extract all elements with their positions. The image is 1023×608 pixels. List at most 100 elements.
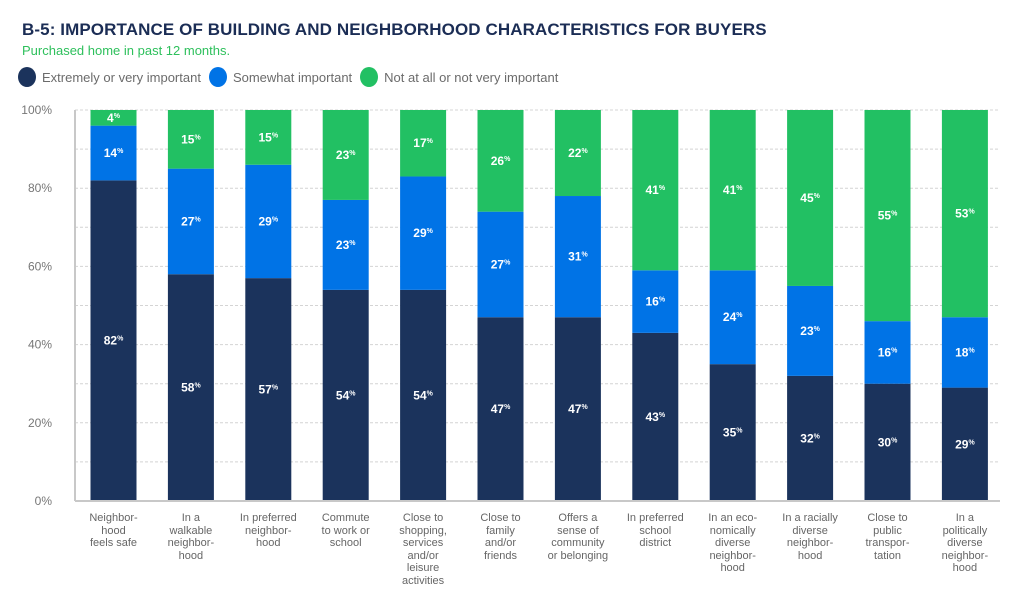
- bar-segment-somewhat-important: [632, 270, 679, 333]
- bars: [90, 110, 988, 501]
- data-label: 54%: [413, 388, 433, 402]
- legend-item-not-important: Not at all or not very important: [360, 67, 558, 87]
- chart-subtitle: Purchased home in past 12 months.: [22, 43, 231, 58]
- bar-segment-somewhat-important: [245, 164, 292, 279]
- bar-segment-extremely-important: [477, 317, 524, 501]
- data-label: 23%: [336, 148, 356, 162]
- bar-segment-somewhat-important: [400, 176, 447, 290]
- bar-segment-extremely-important: [322, 289, 369, 501]
- legend-item-somewhat-important: Somewhat important: [208, 67, 353, 87]
- data-label: 29%: [259, 214, 279, 228]
- bar-segment-not-important: [787, 110, 834, 286]
- bar-segment-somewhat-important: [554, 196, 601, 318]
- bar-segment-somewhat-important: [167, 168, 214, 275]
- data-label: 30%: [878, 435, 898, 449]
- chart-title: B-5: IMPORTANCE OF BUILDING AND NEIGHBOR…: [22, 20, 767, 39]
- bar-segment-extremely-important: [864, 383, 911, 501]
- y-tick-label: 60%: [28, 259, 52, 273]
- bar-segment-not-important: [477, 110, 524, 212]
- data-label: 15%: [259, 130, 279, 144]
- data-label: 57%: [259, 383, 279, 397]
- gridlines: [75, 109, 1000, 463]
- bar-segment-extremely-important: [245, 278, 292, 501]
- data-label: 16%: [878, 345, 898, 359]
- bar-segment-extremely-important: [90, 180, 137, 501]
- data-label: 32%: [800, 431, 820, 445]
- y-tick-label: 100%: [21, 103, 52, 117]
- data-label: 47%: [568, 402, 588, 416]
- data-labels: 82% 14% 4% 58% 27% 15% 57% 29% 15% 54% 23% 23% 54% 29…: [104, 111, 976, 451]
- data-label: 4%: [107, 111, 121, 125]
- bar-segment-not-important: [554, 110, 601, 197]
- legend-item-extremely-important: Extremely or very important: [18, 67, 201, 87]
- x-category-label: Close to shopping, services and/or leisu…: [399, 512, 447, 587]
- legend-label: Extremely or very important: [42, 69, 201, 85]
- data-label: 15%: [181, 132, 201, 146]
- data-label: 29%: [955, 437, 975, 451]
- bar-segment-not-important: [709, 110, 756, 271]
- bar-segment-extremely-important: [167, 274, 214, 501]
- data-label: 16%: [646, 295, 666, 309]
- data-label: 31%: [568, 250, 588, 264]
- bar-segment-extremely-important: [787, 375, 834, 501]
- legend-swatch-icon: [18, 67, 36, 87]
- bar-segment-somewhat-important: [477, 211, 524, 318]
- bar-segment-extremely-important: [400, 289, 447, 501]
- data-label: 41%: [723, 183, 743, 197]
- data-label: 18%: [955, 345, 975, 359]
- legend-swatch-icon: [208, 67, 227, 87]
- data-label: 47%: [491, 402, 511, 416]
- data-label: 27%: [181, 214, 201, 228]
- data-label: 27%: [491, 257, 511, 271]
- bar-segment-somewhat-important: [709, 270, 756, 365]
- y-tick-label: 0%: [35, 494, 53, 508]
- x-category-label: In preferred school district: [626, 512, 684, 549]
- bar-segment-not-important: [322, 110, 369, 200]
- x-category-label: In a politically diverse neighbor- hood: [941, 512, 989, 574]
- bar-segment-somewhat-important: [864, 321, 911, 384]
- bar-segment-not-important: [167, 110, 214, 169]
- bar-segment-not-important: [941, 110, 988, 318]
- data-label: 22%: [568, 146, 588, 160]
- data-label: 35%: [723, 426, 743, 440]
- bar-segment-extremely-important: [709, 364, 756, 501]
- x-category-label: In a racially diverse neighbor- hood: [782, 512, 838, 562]
- data-label: 14%: [104, 146, 124, 160]
- bar-segment-somewhat-important: [941, 317, 988, 388]
- y-tick-label: 80%: [28, 181, 52, 195]
- data-label: 41%: [646, 183, 666, 197]
- bar-segment-not-important: [245, 110, 292, 165]
- data-label: 45%: [800, 191, 820, 205]
- legend-label: Not at all or not very important: [384, 69, 559, 85]
- data-label: 24%: [723, 310, 743, 324]
- y-tick-label: 40%: [28, 338, 52, 352]
- bar-segment-extremely-important: [554, 317, 601, 501]
- bar-segment-extremely-important: [632, 332, 679, 501]
- data-label: 43%: [646, 410, 666, 424]
- data-label: 82%: [104, 334, 124, 348]
- bar-segment-somewhat-important: [90, 125, 137, 181]
- y-tick-label: 20%: [28, 416, 52, 430]
- bar-segment-not-important: [864, 110, 911, 322]
- data-label: 23%: [800, 324, 820, 338]
- data-label: 55%: [878, 209, 898, 223]
- legend-label: Somewhat important: [232, 69, 353, 85]
- x-category-label: In preferred neighbor- hood: [239, 512, 297, 549]
- x-category-label: Close to family and/or friends: [480, 512, 521, 562]
- legend: Extremely or very important Somewhat imp…: [18, 67, 566, 87]
- data-label: 58%: [181, 381, 201, 395]
- legend-swatch-icon: [360, 67, 379, 87]
- x-category-label: In a walkable neighbor- hood: [167, 512, 215, 562]
- bar-segment-not-important: [90, 110, 137, 126]
- bar-segment-extremely-important: [941, 387, 988, 501]
- data-label: 29%: [413, 226, 433, 240]
- data-label: 17%: [413, 136, 433, 150]
- data-label: 23%: [336, 238, 356, 252]
- bar-segment-not-important: [400, 110, 447, 177]
- bar-segment-somewhat-important: [322, 199, 369, 290]
- x-category-label: Close to public transpor- tation: [865, 512, 910, 562]
- data-label: 26%: [491, 154, 511, 168]
- y-axis-ticks: 0% 20% 40% 60% 80% 100%: [21, 103, 52, 508]
- x-category-label: Commute to work or school: [321, 512, 370, 549]
